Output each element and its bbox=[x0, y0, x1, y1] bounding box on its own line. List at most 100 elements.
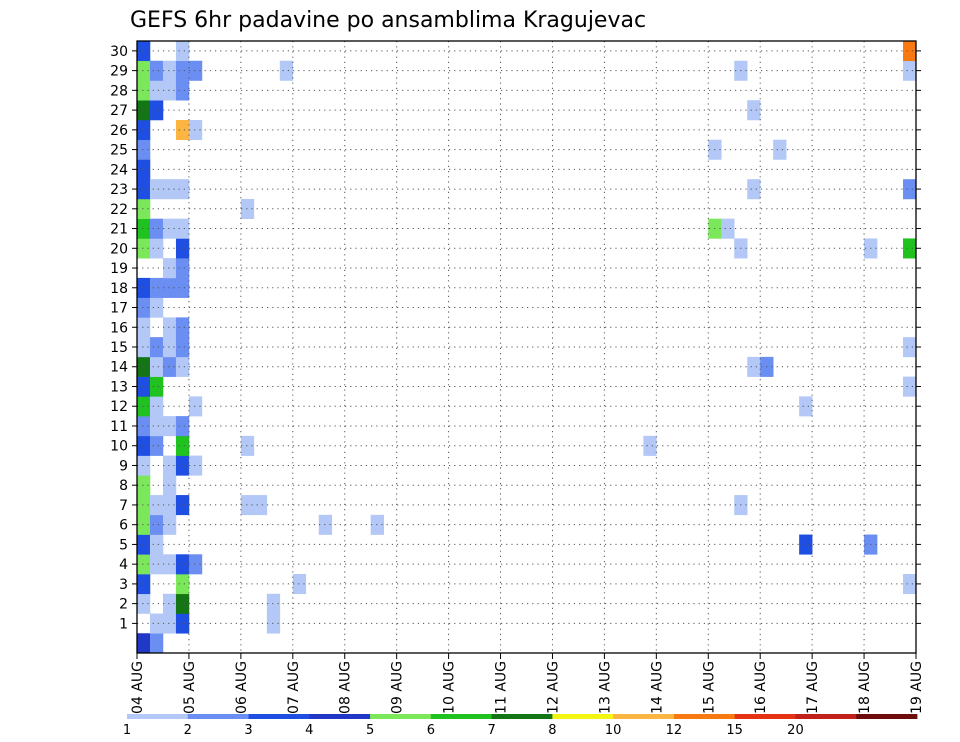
y-tick-label: 5 bbox=[119, 537, 128, 553]
colorbar-swatch bbox=[795, 714, 857, 719]
y-tick-label: 21 bbox=[110, 222, 128, 238]
heatmap-cell bbox=[137, 396, 151, 417]
colorbar-label: 4 bbox=[305, 723, 313, 738]
colorbar-swatch bbox=[734, 714, 796, 719]
heatmap-cell bbox=[188, 119, 203, 141]
y-tick-label: 7 bbox=[119, 498, 128, 514]
heatmap-cell bbox=[175, 613, 190, 634]
y-tick-label: 9 bbox=[119, 458, 128, 474]
heatmap-cell bbox=[721, 218, 735, 239]
heatmap-cell bbox=[903, 179, 917, 200]
heatmap-cell bbox=[149, 80, 164, 101]
plot-area bbox=[137, 41, 916, 653]
heatmap-cell bbox=[175, 41, 190, 62]
y-tick-label: 29 bbox=[110, 64, 128, 80]
heatmap-cell bbox=[175, 60, 190, 81]
colorbar-swatch bbox=[248, 714, 310, 719]
y-tick-label: 8 bbox=[119, 478, 128, 494]
heatmap-cell bbox=[149, 100, 164, 121]
y-tick-label: 16 bbox=[110, 320, 128, 336]
heatmap-cell bbox=[175, 455, 190, 476]
heatmap-cell bbox=[188, 455, 203, 476]
colorbar-swatch bbox=[856, 714, 918, 719]
colorbar-label: 12 bbox=[666, 723, 683, 738]
x-tick-label: 11 AUG bbox=[494, 661, 510, 714]
x-tick-label: 08 AUG bbox=[338, 661, 354, 714]
heatmap-cell bbox=[162, 514, 177, 535]
heatmap-cell bbox=[137, 297, 151, 318]
heatmap-cell bbox=[266, 613, 281, 634]
heatmap-cell bbox=[175, 593, 190, 614]
y-tick-label: 19 bbox=[110, 261, 128, 277]
heatmap-cell bbox=[137, 198, 151, 219]
x-tick-label: 05 AUG bbox=[182, 661, 198, 714]
heatmap-cell bbox=[149, 218, 164, 239]
x-tick-label: 10 AUG bbox=[442, 661, 458, 714]
heatmap-cell bbox=[188, 554, 203, 575]
heatmap-cell bbox=[175, 119, 190, 141]
heatmap-cell bbox=[137, 100, 151, 121]
y-tick-label: 26 bbox=[110, 123, 128, 139]
colorbar-label: 6 bbox=[427, 723, 435, 738]
heatmap-cell bbox=[175, 317, 190, 338]
heatmap-cell bbox=[149, 297, 164, 318]
heatmap-cell bbox=[799, 534, 813, 555]
heatmap-cell bbox=[162, 613, 177, 634]
heatmap-cell bbox=[137, 475, 151, 496]
x-axis: 04 AUG 05 AUG 06 AUG 07 AUG 08 AUG 09 AUG 10 A… bbox=[130, 653, 925, 714]
heatmap-cell bbox=[149, 633, 164, 654]
colorbar: 1 2 3 4 5 6 7 8 10 12 15 20 bbox=[123, 714, 918, 738]
heatmap-cell bbox=[149, 277, 164, 298]
x-tick-label: 19 AUG bbox=[909, 661, 925, 714]
y-tick-label: 10 bbox=[110, 439, 128, 455]
chart-title: GEFS 6hr padavine po ansamblima Kragujev… bbox=[130, 8, 646, 33]
colorbar-swatch bbox=[491, 714, 553, 719]
heatmap-cell bbox=[137, 337, 151, 358]
heatmap-cell bbox=[240, 435, 255, 456]
heatmap-cell bbox=[149, 396, 164, 417]
colorbar-swatch bbox=[127, 714, 189, 719]
grid-lines bbox=[137, 41, 916, 653]
heatmap-cell bbox=[149, 60, 164, 81]
heatmap-cell bbox=[903, 60, 917, 81]
x-tick-label: 18 AUG bbox=[857, 661, 873, 714]
heatmap-cell bbox=[266, 593, 281, 614]
x-tick-label: 17 AUG bbox=[805, 661, 821, 714]
heatmap-cell bbox=[137, 277, 151, 298]
y-tick-label: 4 bbox=[119, 557, 128, 573]
heatmap-cell bbox=[149, 238, 164, 259]
x-tick-label: 04 AUG bbox=[130, 661, 146, 714]
heatmap-cell bbox=[175, 554, 190, 575]
heatmap-cell bbox=[137, 218, 151, 239]
y-tick-label: 30 bbox=[110, 44, 128, 60]
heatmap-cell bbox=[162, 416, 177, 437]
y-tick-label: 23 bbox=[110, 182, 128, 198]
heatmap-cell bbox=[773, 139, 787, 160]
colorbar-label: 1 bbox=[123, 723, 131, 738]
heatmap-cell bbox=[162, 317, 177, 338]
x-tick-label: 06 AUG bbox=[234, 661, 250, 714]
colorbar-swatch bbox=[613, 714, 675, 719]
heatmap-cell bbox=[175, 238, 190, 259]
heatmap-cell bbox=[149, 337, 164, 358]
heatmap-cell bbox=[149, 416, 164, 437]
heatmap-cell bbox=[137, 416, 151, 437]
heatmap-cell bbox=[175, 495, 190, 516]
x-tick-label: 15 AUG bbox=[701, 661, 717, 714]
heatmap-cell bbox=[747, 100, 761, 121]
heatmap-cell bbox=[149, 356, 164, 377]
heatmap-cell bbox=[137, 80, 151, 101]
heatmap-cell bbox=[149, 376, 164, 397]
heatmap-cell bbox=[149, 514, 164, 535]
y-tick-label: 20 bbox=[110, 241, 128, 257]
heatmap-cell bbox=[279, 60, 294, 81]
y-tick-label: 18 bbox=[110, 281, 128, 297]
heatmap-cell bbox=[162, 455, 177, 476]
heatmap-cell bbox=[137, 455, 151, 476]
colorbar-label: 2 bbox=[184, 723, 192, 738]
y-tick-label: 11 bbox=[110, 419, 128, 435]
x-tick-label: 14 AUG bbox=[649, 661, 665, 714]
heatmap-cell bbox=[799, 396, 813, 417]
heatmap-cell bbox=[292, 574, 307, 595]
